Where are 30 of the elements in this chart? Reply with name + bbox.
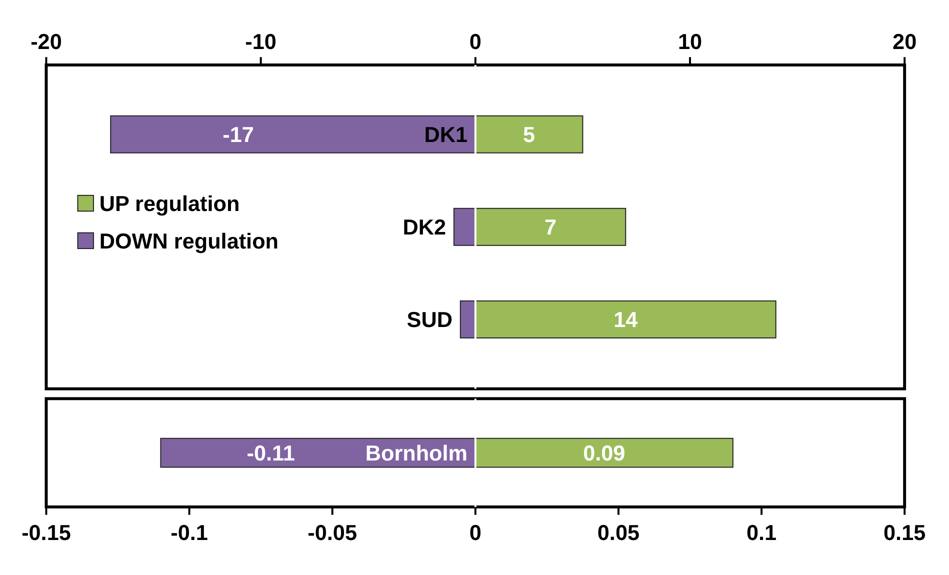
bar: [474, 208, 626, 246]
x-tick-label: 0.15: [884, 520, 926, 546]
data-label: 14: [614, 307, 638, 332]
bar: [474, 115, 584, 154]
bar: [460, 300, 476, 338]
x-tick-label: -0.05: [308, 520, 358, 546]
data-label: 7: [544, 214, 557, 240]
legend-label: DOWN regulation: [99, 228, 279, 254]
data-label: -17: [222, 122, 254, 147]
y-tick-label: DK1: [424, 122, 468, 147]
x-tick-label: -20: [30, 29, 62, 54]
x-tick-label: -0.15: [22, 520, 71, 546]
y-tick-label: SUD: [406, 307, 453, 332]
x-tick-label: -0.1: [170, 520, 208, 546]
x-tick-label: 0.05: [597, 520, 640, 546]
data-label: 0.09: [583, 440, 626, 466]
bar: [453, 208, 476, 246]
x-tick-label: 10: [678, 29, 702, 54]
bar: [474, 300, 776, 338]
x-tick-label: 0: [469, 29, 482, 54]
legend-label: UP regulation: [99, 190, 240, 216]
x-tick-label: 20: [892, 29, 917, 54]
bar: [110, 115, 476, 154]
data-label: -0.11: [246, 440, 295, 466]
x-tick-label: -10: [245, 29, 276, 54]
x-tick-label: 0.1: [746, 520, 777, 546]
y-tick-label: DK2: [402, 214, 446, 240]
category-label: Bornholm: [365, 440, 468, 466]
x-tick-label: 0: [469, 520, 482, 546]
data-label: 5: [523, 122, 536, 147]
